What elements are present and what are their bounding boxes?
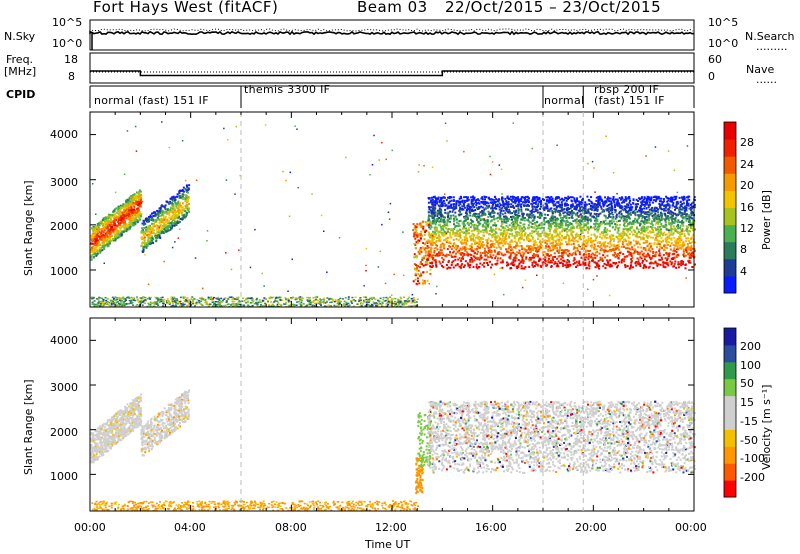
velocity-colorbar-tick: -15 [740,414,758,428]
nsearch-trace [89,28,694,32]
velocity-colorbar-tick: 15 [740,396,754,410]
power-ytick-2000: 2000 [50,220,78,233]
velocity-colorbar-tick: -50 [740,433,758,447]
cpid-mode-normal-fast: normal (fast) 151 IF [94,94,209,107]
velocity-panel-frame [89,317,695,512]
velocity-colorbar-swatch [724,361,736,380]
power-colorbar-label: Power [dB] [760,190,773,250]
velocity-colorbar-frame [723,327,737,498]
velocity-colorbar-tick: 200 [740,339,761,353]
power-colorbar-swatch [724,275,736,294]
velocity-colorbar-swatch [724,378,736,397]
nsky-label: N.Sky [4,30,36,43]
date-range: 22/Oct/2015 – 23/Oct/2015 [445,0,662,16]
velocity-colorbar-tick: 100 [740,358,761,372]
power-echoes [90,121,696,308]
velocity-ytick-2000: 2000 [50,426,78,439]
nsearch-label: N.Search [745,30,795,43]
velocity-ytick-4000: 4000 [50,334,78,347]
power-colorbar-tick: 16 [740,200,754,214]
noise-tick-bottom-left: 10^0 [52,37,83,50]
velocity-colorbar-swatch [724,344,736,363]
noise-tick-top-right: 10^5 [708,16,739,29]
velocity-colorbar-swatch [724,395,736,413]
velocity-ylabel: Slant Range [km] [22,379,35,475]
velocity-ytick-1000: 1000 [50,470,78,483]
cpid-label: CPID [6,88,36,101]
power-colorbar-swatch [724,241,736,260]
velocity-colorbar-swatch [724,446,736,464]
power-colorbar-tick: 8 [740,243,747,257]
velocity-colorbar-swatch [724,463,736,481]
power-colorbar-tick: 12 [740,221,754,235]
xtick-2400: 00:00 [675,521,707,534]
power-ytick-1000: 1000 [50,265,78,278]
power-ytick-3000: 3000 [50,176,78,189]
velocity-colorbar-swatch [724,480,736,498]
power-colorbar-swatch [724,190,736,208]
beam-label: Beam 03 [357,0,428,16]
xtick-0400: 04:00 [174,521,206,534]
xtick-1600: 16:00 [475,521,507,534]
velocity-colorbar-tick: 50 [740,377,754,391]
nave-tick-bottom: 0 [708,70,715,83]
cpid-mode-themis: themis 3300 IF [244,83,331,96]
freq-label: Freq. [6,53,34,66]
velocity-ytick-3000: 3000 [50,381,78,394]
power-colorbar-swatch [724,122,736,140]
velocity-colorbar-swatch [724,429,736,447]
nsky-trace [89,30,695,36]
nave-label: Nave [746,63,775,76]
cpid-mode-fast: (fast) 151 IF [594,94,665,107]
freq-unit: [MHz] [4,65,37,78]
xaxis-label: Time UT [365,538,411,551]
power-colorbar-swatch [724,173,736,191]
velocity-colorbar-swatch [724,412,736,430]
noise-tick-top-left: 10^5 [52,16,83,29]
nave-legend: ...... [756,73,777,86]
chart-title: Fort Hays West (fitACF) [93,0,279,16]
nsearch-legend: ......... [756,40,788,53]
noise-tick-bottom-right: 10^0 [708,37,739,50]
power-ytick-4000: 4000 [50,128,78,141]
cpid-mode-rbsp: rbsp 200 IF [594,83,660,96]
power-colorbar-swatch [724,156,736,174]
noise-panel-frame [89,19,695,51]
freq-tick-top: 18 [64,53,78,66]
velocity-colorbar-tick: -200 [740,471,765,485]
power-colorbar-tick: 24 [740,157,754,171]
velocity-echoes [90,389,696,512]
power-colorbar-swatch [724,258,736,277]
power-ylabel: Slant Range [km] [22,180,35,276]
frequency-trace [90,70,694,77]
xtick-1200: 12:00 [375,521,407,534]
power-colorbar-swatch [724,139,736,157]
freq-panel-frame [89,52,695,84]
power-colorbar-swatch [724,207,736,226]
power-colorbar-tick: 4 [740,264,747,278]
velocity-colorbar-tick: -100 [740,452,765,466]
cpid-mode-normal: normal [544,94,585,107]
power-colorbar-tick: 20 [740,179,754,193]
xtick-0000: 00:00 [74,521,106,534]
xtick-0800: 08:00 [275,521,307,534]
power-colorbar-swatch [724,224,736,243]
xtick-2000: 20:00 [575,521,607,534]
power-colorbar-frame [723,121,737,294]
velocity-colorbar-swatch [724,328,736,346]
nave-tick-top: 60 [708,53,722,66]
freq-tick-bottom: 8 [68,70,75,83]
power-colorbar-tick: 28 [740,136,754,150]
